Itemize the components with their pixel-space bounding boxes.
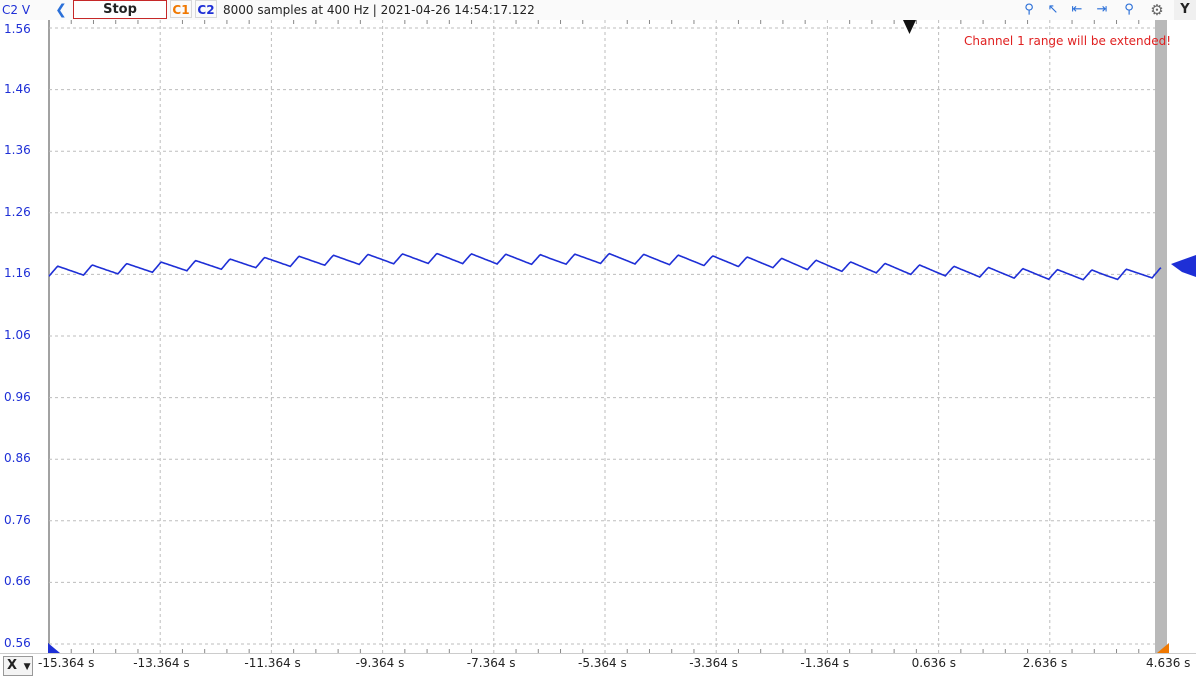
- c2-offset-marker-icon[interactable]: [48, 643, 60, 653]
- y-tick-label: 0.86: [4, 451, 31, 466]
- zoom-in-icon[interactable]: ⚲: [1024, 2, 1034, 17]
- c2-trace: [48, 252, 1162, 281]
- x-tick-label: -15.364 s: [38, 656, 95, 670]
- x-tick-label: -9.364 s: [355, 656, 405, 670]
- x-tick-label: -11.364 s: [244, 656, 301, 670]
- channel-1-button[interactable]: C1: [170, 0, 192, 18]
- x-tick-label: 2.636 s: [1022, 656, 1068, 670]
- x-tick-label: 4.636 s: [1146, 656, 1191, 670]
- dropdown-arrow-icon: ▼: [23, 662, 31, 672]
- align-left-icon[interactable]: ⇤: [1071, 2, 1083, 17]
- y-tick-label: 1.16: [4, 266, 31, 281]
- cursor-pointer-icon[interactable]: ↖: [1047, 2, 1059, 17]
- x-tick-label: -13.364 s: [133, 656, 190, 670]
- y-axis-unit-label: C2 V: [2, 3, 31, 17]
- trigger-marker-icon[interactable]: [903, 20, 916, 34]
- y-tick-label: 1.26: [4, 204, 31, 219]
- settings-gear-icon[interactable]: ⚙: [1150, 1, 1164, 19]
- stop-button[interactable]: Stop: [73, 0, 167, 19]
- x-tick-label: -7.364 s: [466, 656, 516, 670]
- y-tick-label: 0.96: [4, 389, 31, 404]
- acquisition-info: 8000 samples at 400 Hz | 2021-04-26 14:5…: [223, 3, 535, 17]
- y-tick-label: 1.56: [4, 22, 31, 36]
- x-tick-label: -3.364 s: [689, 656, 738, 670]
- plot-area[interactable]: [0, 20, 1196, 653]
- c1-offset-marker-icon[interactable]: [1157, 643, 1169, 653]
- y-tick-label: 1.46: [4, 81, 31, 96]
- y-tick-label: 1.06: [4, 328, 31, 342]
- y-tick-label: 0.56: [4, 636, 31, 650]
- channel-2-button[interactable]: C2: [195, 0, 217, 18]
- plot-grid: [48, 20, 1162, 653]
- x-axis-button-label: X: [7, 658, 18, 673]
- x-tick-label: 0.636 s: [911, 656, 957, 670]
- y-axis-button[interactable]: Y: [1174, 0, 1196, 20]
- back-arrow-icon[interactable]: ❮: [55, 2, 67, 18]
- y-tick-label: 0.66: [4, 574, 31, 589]
- y-tick-label: 0.76: [4, 512, 31, 527]
- scroll-bar[interactable]: [1155, 20, 1167, 653]
- toolbar: C2 V ❮ Stop C1 C2 8000 samples at 400 Hz…: [0, 0, 1196, 20]
- y-tick-label: 1.36: [4, 143, 31, 158]
- x-axis: [0, 653, 1196, 682]
- align-right-icon[interactable]: ⇥: [1096, 2, 1108, 17]
- x-axis-button[interactable]: X ▼: [3, 656, 33, 676]
- zoom-out-icon[interactable]: ⚲: [1124, 2, 1134, 17]
- range-warning: Channel 1 range will be extended!: [964, 34, 1172, 48]
- c2-level-marker-icon[interactable]: [1171, 255, 1196, 277]
- x-tick-label: -1.364 s: [800, 656, 850, 670]
- x-tick-label: -5.364 s: [578, 656, 627, 670]
